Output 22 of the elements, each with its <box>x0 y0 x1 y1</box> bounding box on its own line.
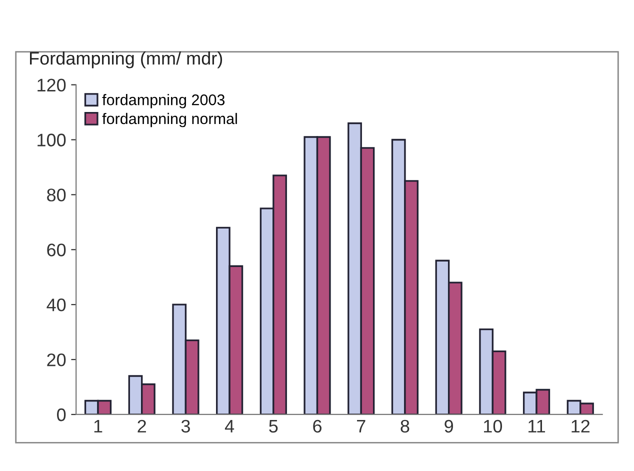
x-tick-label: 4 <box>224 420 234 432</box>
y-tick-label: 100 <box>38 134 66 146</box>
x-tick-label: 11 <box>528 420 546 432</box>
x-tick-label: 12 <box>572 420 590 432</box>
x-tick-label: 7 <box>357 420 366 432</box>
x-tick-label: 3 <box>181 420 190 433</box>
x-tick-label: 2 <box>138 420 146 432</box>
x-tick-label: 8 <box>400 420 410 433</box>
y-tick-label: 60 <box>47 244 66 256</box>
x-tick-label: 1 <box>94 420 102 432</box>
x-tick-label: 10 <box>484 420 502 433</box>
y-axis-title: Fordampning (mm/ mdr) <box>30 51 222 68</box>
y-tick-label: 120 <box>38 78 66 92</box>
y-tick-label: 20 <box>47 353 66 366</box>
x-tick-label: 6 <box>313 420 322 433</box>
y-tick-label: 40 <box>46 298 66 312</box>
x-tick-label: 5 <box>269 420 278 433</box>
y-tick-label: 0 <box>57 408 66 422</box>
legend-label: fordampning 2003 <box>102 94 225 108</box>
x-tick-label: 9 <box>444 420 453 433</box>
legend-label: fordampning normal <box>102 112 237 128</box>
y-tick-label: 80 <box>47 188 66 202</box>
